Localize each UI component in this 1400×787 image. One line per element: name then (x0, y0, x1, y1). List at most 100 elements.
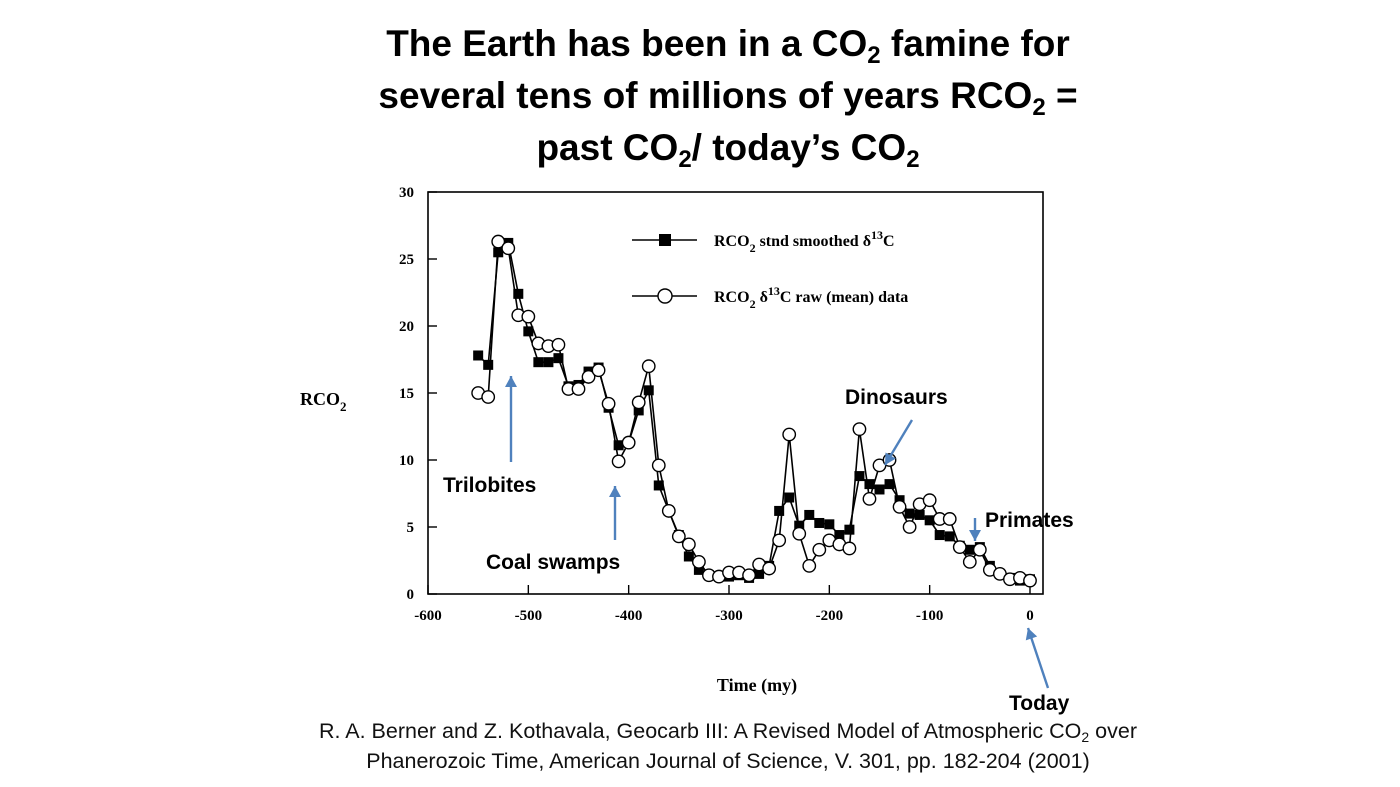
series-1-point (653, 480, 664, 491)
slide-title: The Earth has been in a CO2 famine for s… (0, 18, 1400, 174)
series-2-point (922, 493, 937, 508)
series-2-point (631, 395, 646, 410)
chart-series (471, 234, 1037, 588)
y-tick-label: 25 (399, 252, 414, 268)
series-2-point (671, 529, 686, 544)
x-tick-label: -100 (916, 608, 944, 624)
y-axis-label: RCO2 (300, 389, 347, 414)
series-line-1 (477, 241, 1031, 582)
series-1-point (473, 350, 484, 361)
series-1-point (814, 517, 825, 528)
series-1-point (834, 530, 845, 541)
x-tick-label: -600 (414, 608, 442, 624)
x-tick-label: -400 (615, 608, 643, 624)
series-1-point (523, 326, 534, 337)
x-tick-label: -500 (515, 608, 543, 624)
citation-line-2: Phanerozoic Time, American Journal of Sc… (366, 749, 1090, 773)
citation: R. A. Berner and Z. Kothavala, Geocarb I… (0, 716, 1400, 776)
legend-marker-square (659, 234, 671, 246)
x-tick-label: -200 (816, 608, 844, 624)
series-2-point (621, 435, 636, 450)
series-2-point (892, 499, 907, 514)
series-1-point (824, 519, 835, 530)
chart-axes: 0 5 10 15 20 25 30 -600 -500 -400 -300 -200 -100 0 Tim… (300, 185, 1034, 696)
series-1-point (874, 484, 885, 495)
series-1-point (844, 524, 855, 535)
series-1-point (804, 509, 815, 520)
series-1-point (483, 359, 494, 370)
x-tick-label: -300 (715, 608, 743, 624)
legend-label-1: RCO2 stnd smoothed δ13C (714, 228, 895, 255)
series-1-point (964, 544, 975, 555)
x-axis-label: Time (my) (717, 675, 797, 696)
arrow-today (1025, 627, 1050, 689)
series-2-point (762, 561, 777, 576)
y-tick-label: 0 (407, 587, 415, 603)
series-1-point (904, 508, 915, 519)
arrow-dinosaurs (883, 419, 914, 466)
series-2-point (852, 422, 867, 437)
series-1-point (934, 530, 945, 541)
series-2-point (842, 541, 857, 556)
series-2-point (611, 454, 626, 469)
series-2-point (601, 396, 616, 411)
series-1-point (533, 357, 544, 368)
series-1-point (784, 492, 795, 503)
series-2-point (521, 309, 536, 324)
series-1-point (754, 568, 765, 579)
arrow-trilobites (505, 376, 517, 462)
series-2-point (812, 542, 827, 557)
series-1-point (493, 247, 504, 258)
series-2-point (651, 458, 666, 473)
series-2-point (902, 520, 917, 534)
y-tick-label: 10 (399, 453, 414, 469)
series-1-point (944, 531, 955, 542)
arrow-coal-swamps (609, 486, 621, 540)
series-2-point (571, 382, 586, 396)
series-1-point (513, 288, 524, 299)
annotation-trilobites: Trilobites (443, 474, 537, 497)
annotation-coal-swamps: Coal swamps (486, 551, 621, 574)
chart-legend: RCO2 stnd smoothed δ13C RCO2 δ13C raw (me… (632, 228, 908, 311)
series-2-point (581, 370, 596, 384)
series-2-point (772, 533, 787, 548)
series-1-point (683, 551, 694, 562)
annotation-today: Today (1009, 692, 1070, 715)
series-2-point (942, 512, 957, 526)
title-line-3: past CO2/ today’s CO2 (536, 127, 920, 173)
series-line-2 (477, 240, 1031, 582)
series-1-point (643, 385, 654, 396)
series-2-point (802, 558, 817, 573)
series-2-point (952, 540, 967, 554)
series-1-point (633, 405, 644, 416)
series-1-point (553, 353, 564, 364)
x-tick-label: 0 (1026, 608, 1034, 624)
series-2-point (591, 363, 606, 378)
series-2-point (481, 390, 496, 404)
y-tick-label: 5 (407, 520, 415, 536)
series-2-point (692, 554, 706, 569)
y-tick-label: 30 (399, 185, 414, 201)
title-line-1: The Earth has been in a CO2 famine for (386, 23, 1070, 69)
series-1-point (693, 564, 704, 575)
annotation-dinosaurs: Dinosaurs (845, 386, 948, 409)
legend-label-2: RCO2 δ13C raw (mean) data (714, 284, 908, 311)
y-tick-label: 15 (399, 386, 414, 402)
series-2-point (782, 427, 797, 442)
series-1-point (854, 471, 865, 482)
series-2-point (641, 359, 656, 374)
series-2-point (661, 504, 676, 518)
series-1-point (774, 505, 785, 516)
series-1-point (543, 357, 554, 368)
annotation-arrows (505, 376, 1050, 689)
series-2-point (862, 491, 877, 506)
series-2-point (551, 337, 566, 352)
series-2-point (972, 542, 987, 557)
series-1-point (924, 515, 935, 526)
series-2-point (681, 537, 696, 552)
y-axis-label-sub: 2 (340, 399, 347, 414)
series-1-point (794, 520, 805, 531)
series-1-point (864, 479, 875, 490)
series-2-point (742, 568, 756, 583)
